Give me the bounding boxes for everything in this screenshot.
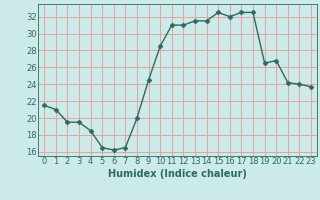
X-axis label: Humidex (Indice chaleur): Humidex (Indice chaleur) [108, 169, 247, 179]
